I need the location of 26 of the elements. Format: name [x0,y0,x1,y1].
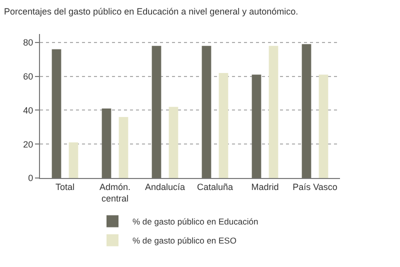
x-tick-label: Madrid [251,182,279,192]
x-tick-label: Cataluña [196,182,234,192]
x-tick-label: Admón. central [99,182,131,204]
x-tick-label: Total [55,182,75,192]
bar [168,106,178,178]
y-tick-label: 0 [28,173,34,184]
y-tick-label: 20 [23,139,34,150]
x-tick-label: Andalucía [144,182,186,192]
bar [52,49,62,178]
y-tick-label: 80 [23,38,34,48]
y-tick-label: 40 [23,105,34,116]
bar [202,46,212,178]
chart-title: Porcentajes del gasto público en Educación a nivel general y autonómico. [4,6,298,16]
bar [102,108,112,178]
bar [318,74,328,178]
bar [302,44,312,178]
y-tick-label: 60 [23,72,34,82]
legend-label: % de gasto público en Educación [132,216,258,227]
bar [252,74,262,178]
bar [118,117,128,178]
x-tick-label: País Vasco [292,182,338,192]
bar [218,72,228,178]
legend-label: % de gasto público en ESO [132,236,237,246]
bar [152,46,162,178]
bar [268,46,278,178]
bar [68,142,78,178]
